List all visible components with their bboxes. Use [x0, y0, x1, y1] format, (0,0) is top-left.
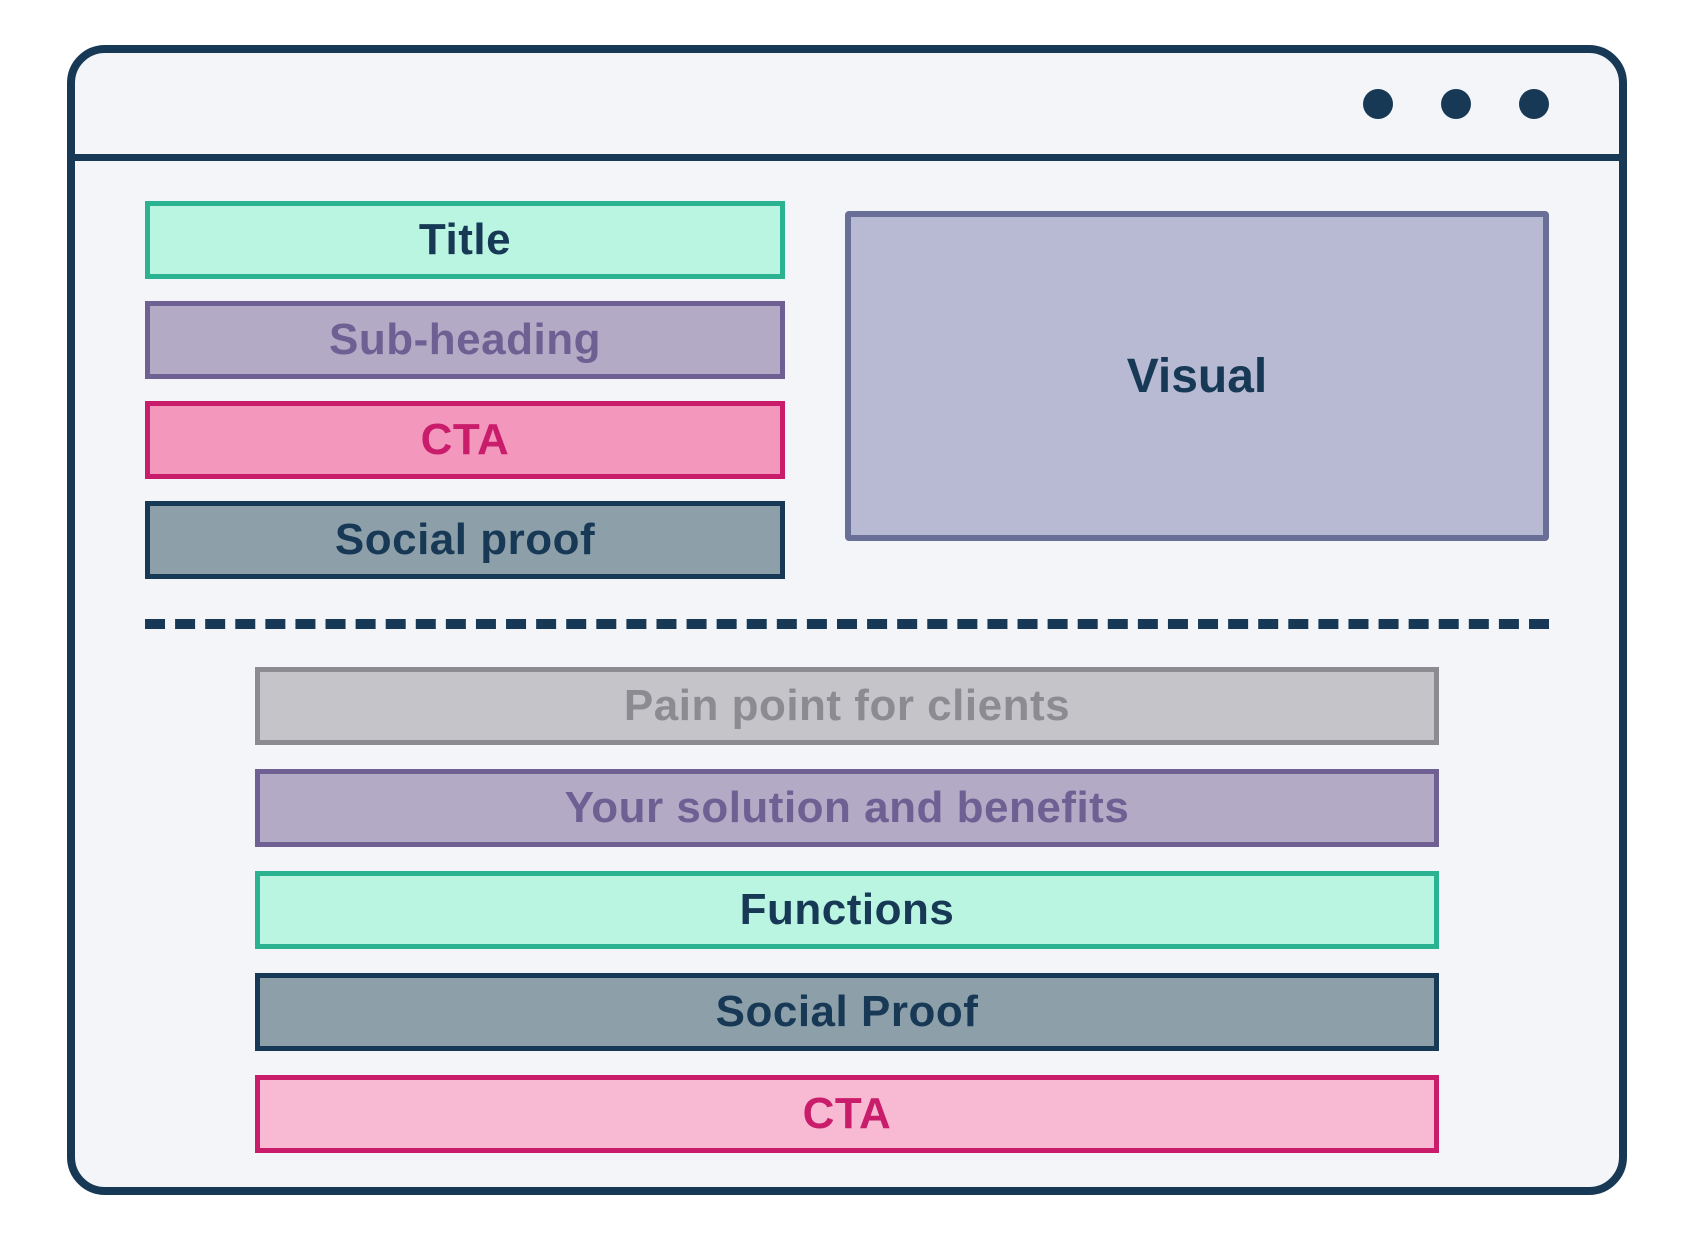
solution-block: Your solution and benefits	[255, 769, 1439, 847]
window-content: Title Sub-heading CTA Social proof Visua…	[75, 161, 1619, 1193]
window-control-dot	[1363, 89, 1393, 119]
cta-block: CTA	[145, 401, 785, 479]
diagram-canvas: Title Sub-heading CTA Social proof Visua…	[0, 0, 1694, 1240]
social-proof-block-2: Social Proof	[255, 973, 1439, 1051]
social-proof-block: Social proof	[145, 501, 785, 579]
visual-block: Visual	[845, 211, 1549, 541]
hero-section: Title Sub-heading CTA Social proof Visua…	[145, 201, 1549, 579]
below-fold-section: Pain point for clients Your solution and…	[145, 667, 1549, 1153]
pain-point-block: Pain point for clients	[255, 667, 1439, 745]
fold-divider	[145, 619, 1549, 629]
cta-block-2: CTA	[255, 1075, 1439, 1153]
browser-window: Title Sub-heading CTA Social proof Visua…	[67, 45, 1627, 1195]
subheading-block: Sub-heading	[145, 301, 785, 379]
window-control-dot	[1519, 89, 1549, 119]
titlebar	[75, 53, 1619, 161]
functions-block: Functions	[255, 871, 1439, 949]
hero-left-column: Title Sub-heading CTA Social proof	[145, 201, 785, 579]
window-control-dot	[1441, 89, 1471, 119]
title-block: Title	[145, 201, 785, 279]
